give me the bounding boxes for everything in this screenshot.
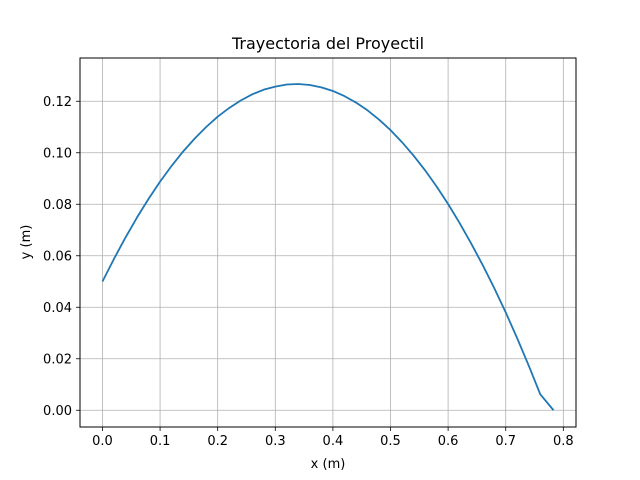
series-layer bbox=[101, 83, 555, 411]
y-tick-label: 0.12 bbox=[43, 95, 72, 110]
plot-frame bbox=[79, 57, 577, 428]
x-tick-label: 0.6 bbox=[438, 434, 459, 449]
y-tick-label: 0.04 bbox=[43, 301, 72, 316]
x-tick-label: 0.8 bbox=[553, 434, 574, 449]
x-tick-label: 0.7 bbox=[495, 434, 516, 449]
y-tick-label: 0.00 bbox=[43, 404, 72, 419]
x-tick-label: 0.2 bbox=[207, 434, 228, 449]
x-axis-label: x (m) bbox=[311, 457, 346, 472]
x-tick-label: 0.4 bbox=[323, 434, 344, 449]
y-tick-label: 0.10 bbox=[43, 146, 72, 161]
x-tick-label: 0.1 bbox=[150, 434, 171, 449]
grid bbox=[80, 58, 576, 427]
y-tick-label: 0.02 bbox=[43, 352, 72, 367]
y-tick-label: 0.08 bbox=[43, 198, 72, 213]
ticks: 0.0 0.1 0.2 0.3 0.4 0.5 0.6 0.7 0.8 0.00 0.02 0.04 0… bbox=[43, 95, 574, 449]
chart-title: Trayectoria del Proyectil bbox=[231, 34, 424, 53]
x-tick-label: 0.5 bbox=[380, 434, 401, 449]
x-tick-label: 0.0 bbox=[92, 434, 113, 449]
x-tick-label: 0.3 bbox=[265, 434, 286, 449]
y-axis-label: y (m) bbox=[19, 225, 34, 260]
y-tick-label: 0.06 bbox=[43, 249, 72, 264]
trajectory-line bbox=[101, 83, 555, 411]
